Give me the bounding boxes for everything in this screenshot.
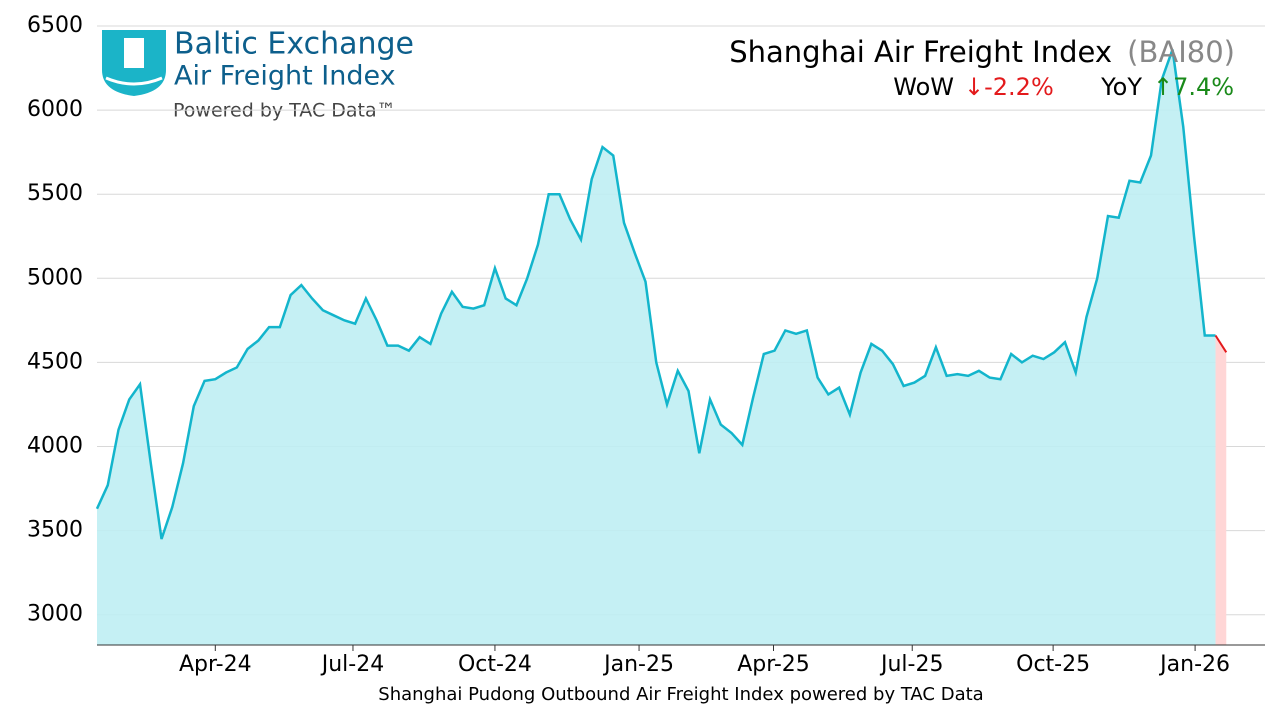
- x-tick-label: Jul-24: [320, 652, 384, 677]
- x-tick-label: Jan-26: [1158, 652, 1230, 677]
- y-tick-label: 4000: [27, 434, 83, 459]
- yoy-label: YoY: [1100, 73, 1142, 101]
- line: [95, 49, 1216, 540]
- title-code: (BAI80): [1127, 35, 1235, 69]
- x-tick-label: Apr-24: [179, 652, 252, 677]
- logo-wave: [105, 76, 163, 86]
- plot: 3000 3500 4000 4500 5000 5500 6000 6500 Apr-24 Ju…: [27, 13, 1265, 677]
- y-tick-label: 6500: [27, 13, 83, 38]
- x-tick-label: Jan-25: [602, 652, 674, 677]
- last-area: [1215, 335, 1227, 645]
- x-tick-label: Jul-25: [879, 652, 943, 677]
- logo-tower: [124, 38, 144, 68]
- logo-name: Baltic Exchange: [174, 27, 414, 62]
- wow-value: ↓-2.2%: [964, 73, 1054, 101]
- y-tick-label: 3500: [27, 518, 83, 543]
- x-tick-label: Oct-25: [1016, 652, 1090, 677]
- wow-label: WoW: [893, 73, 954, 101]
- y-tick-label: 5000: [27, 265, 83, 290]
- yoy-value: ↑7.4%: [1153, 73, 1234, 101]
- x-axis-label: Shanghai Pudong Outbound Air Freight Ind…: [378, 684, 983, 705]
- x-tick-label: Apr-25: [737, 652, 810, 677]
- y-tick-label: 6000: [27, 97, 83, 122]
- area: [97, 49, 1216, 646]
- y-tick-label: 3000: [27, 602, 83, 627]
- last-segment: [1214, 334, 1228, 353]
- x-tick-label: Oct-24: [458, 652, 532, 677]
- chart-title: Shanghai Air Freight Index: [729, 35, 1112, 69]
- y-tick-label: 5500: [27, 181, 83, 206]
- y-tick-label: 4500: [27, 349, 83, 374]
- logo: Baltic Exchange Air Freight Index Powere…: [102, 27, 414, 122]
- logo-subname: Air Freight Index: [174, 61, 396, 92]
